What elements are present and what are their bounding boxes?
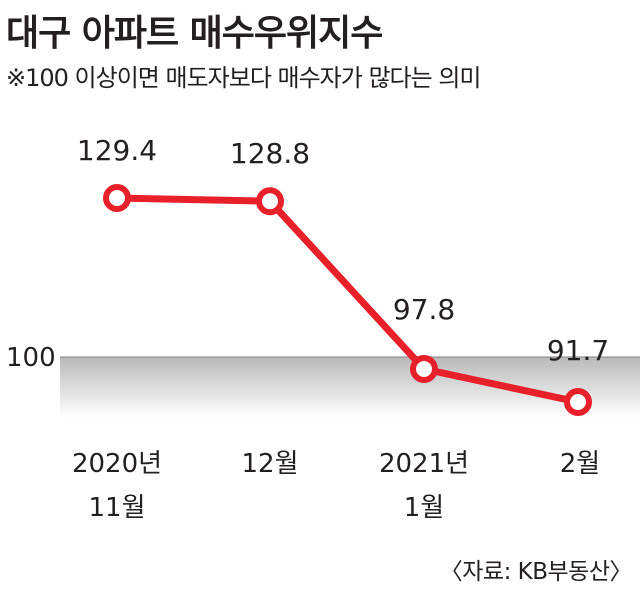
x-tick-label: 2020년 (72, 449, 162, 479)
x-tick-label: 2월 (560, 449, 600, 479)
reference-band (60, 357, 640, 418)
x-tick-label: 11월 (88, 493, 145, 523)
data-label: 97.8 (393, 293, 455, 326)
data-label: 128.8 (230, 137, 310, 170)
chart-subtitle: ※100 이상이면 매도자보다 매수자가 많다는 의미 (6, 64, 482, 92)
data-label: 129.4 (77, 134, 157, 167)
source-note: 〈자료: KB부동산〉 (439, 559, 633, 585)
x-tick-label: 1월 (404, 493, 444, 523)
data-point (564, 388, 592, 416)
data-point (410, 354, 438, 383)
data-point (256, 187, 284, 216)
chart-title: 대구 아파트 매수우위지수 (6, 13, 383, 54)
data-label: 91.7 (547, 334, 609, 367)
reference-line-label: 100 (6, 343, 56, 373)
series-line (116, 194, 579, 406)
x-tick-label: 12월 (241, 449, 298, 479)
x-tick-label: 2021년 (379, 449, 469, 479)
data-point (103, 184, 131, 212)
